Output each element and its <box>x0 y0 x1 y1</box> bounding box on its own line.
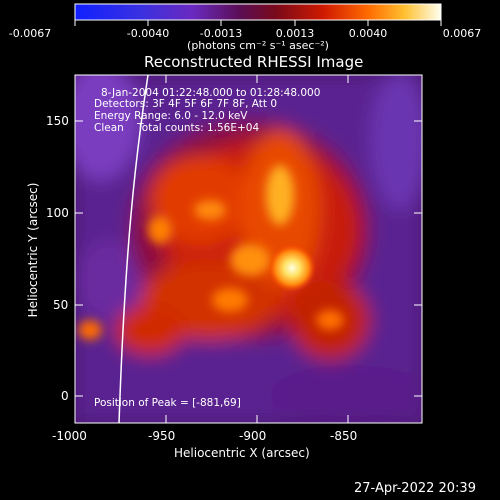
x-axis-ticks <box>74 75 349 423</box>
x-axis-label: Heliocentric X (arcsec) <box>174 446 310 460</box>
y-tick-label: 100 <box>46 206 69 220</box>
colorbar-tick-label: 0.0067 <box>442 27 482 40</box>
x-tick-label: -850 <box>330 429 358 443</box>
colorbar <box>74 3 442 26</box>
colorbar-tick-label: 0.0013 <box>275 27 315 40</box>
colorbar-tick-label: -0.0013 <box>199 27 243 40</box>
datestamp: 27-Apr-2022 20:39 <box>354 481 476 496</box>
y-tick-label: 150 <box>46 114 69 128</box>
plot-title: Reconstructed RHESSI Image <box>144 53 364 71</box>
plot-frame <box>74 74 423 424</box>
heatmap-image <box>75 75 422 423</box>
energy-range-text: Energy Range: 6.0 - 12.0 keV <box>94 110 248 122</box>
x-tick-label: -1000 <box>52 429 87 443</box>
colorbar-gradient <box>74 3 442 21</box>
peak-source <box>268 244 316 292</box>
x-tick-label: -900 <box>239 429 267 443</box>
detectors-text: Detectors: 3F 4F 5F 6F 7F 8F, Att 0 <box>94 98 278 110</box>
colorbar-tick-label: -0.0040 <box>126 27 170 40</box>
colorbar-tick-label: 0.0040 <box>348 27 388 40</box>
y-tick-label: 0 <box>61 389 69 403</box>
peak-position-text: Position of Peak = [-881,69] <box>94 397 241 409</box>
y-axis-label: Heliocentric Y (arcsec) <box>26 182 40 318</box>
x-tick-label: -950 <box>148 429 176 443</box>
colorbar-tick-label: -0.0067 <box>8 27 52 40</box>
solar-limb <box>118 75 149 423</box>
total-counts-text: Clean Total counts: 1.56E+04 <box>94 122 260 134</box>
y-tick-label: 50 <box>53 298 69 312</box>
colorbar-unit-label: (photons cm⁻² s⁻¹ asec⁻²) <box>187 39 329 52</box>
y-axis-ticks <box>75 120 422 397</box>
time-range-text: 8-Jan-2004 01:22:48.000 to 01:28:48.000 <box>101 87 321 99</box>
